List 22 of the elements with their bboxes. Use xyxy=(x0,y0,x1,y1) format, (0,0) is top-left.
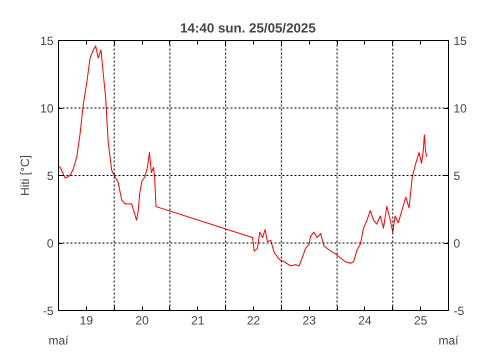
x-tick-label: 20 xyxy=(135,314,150,328)
x-tick-label: 24 xyxy=(358,314,372,328)
y2-tick-label: 15 xyxy=(454,34,468,48)
text: maí xyxy=(438,334,460,348)
y2-tick-label: -5 xyxy=(454,304,464,318)
y-tick-label: 15 xyxy=(40,34,54,48)
y-tick-label: 10 xyxy=(40,102,54,116)
x-tick-label: 22 xyxy=(246,314,260,328)
x-tick-label: 25 xyxy=(414,314,428,328)
line-series xyxy=(58,45,428,266)
x-tick-label: 21 xyxy=(191,314,205,328)
y-tick-label: -5 xyxy=(42,304,54,318)
y-tick-label: 5 xyxy=(46,169,54,183)
x-tick-label: 19 xyxy=(80,314,94,328)
y2-tick-label: 10 xyxy=(454,102,468,116)
y2-tick-label: 5 xyxy=(454,169,460,183)
y-axis-title: Hiti [°C] xyxy=(18,155,32,196)
x-tick-label: 23 xyxy=(302,314,316,328)
y2-tick-label: 0 xyxy=(454,236,460,250)
chart-title: 14:40 sun. 25/05/2025 xyxy=(180,20,316,36)
text: maí xyxy=(48,334,70,348)
y-tick-label: 0 xyxy=(46,236,54,250)
